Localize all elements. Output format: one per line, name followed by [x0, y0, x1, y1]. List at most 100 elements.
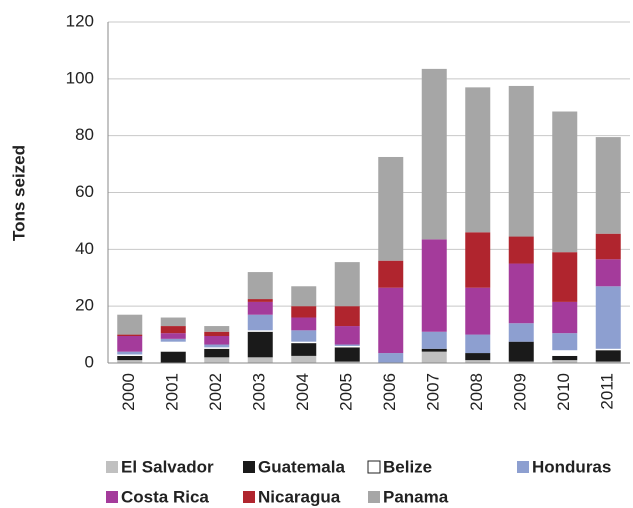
legend-label: El Salvador — [121, 457, 214, 476]
bar-segment — [117, 314, 143, 335]
bar-segment — [160, 338, 186, 342]
y-tick-label: 80 — [75, 125, 94, 144]
legend-label: Belize — [383, 457, 432, 476]
bar-segment — [465, 353, 491, 361]
bar-segment — [552, 252, 578, 302]
x-tick-label: 2002 — [206, 373, 225, 411]
legend-swatch — [367, 460, 381, 474]
bar-segment — [247, 330, 273, 332]
legend-label: Honduras — [532, 457, 611, 476]
legend-swatch — [517, 461, 529, 473]
bar-segment — [291, 355, 317, 363]
legend-label: Guatemala — [258, 457, 345, 476]
x-tick-label: 2000 — [119, 373, 138, 411]
bar-segment — [204, 336, 230, 345]
bar-segment — [595, 286, 621, 349]
x-tick-label: 2007 — [424, 373, 443, 411]
bar-segment — [552, 355, 578, 361]
bar-segment — [247, 299, 273, 302]
x-tick-label: 2008 — [467, 373, 486, 411]
bar-segment — [204, 344, 230, 348]
bar-segment — [334, 344, 360, 346]
bar-segment — [334, 345, 360, 348]
legend-swatch — [106, 461, 118, 473]
bar-segment — [334, 347, 360, 362]
bar-segment — [117, 334, 143, 337]
bar-segment — [160, 333, 186, 339]
bar-segment — [247, 314, 273, 331]
bar-segment — [552, 350, 578, 356]
bar-segment — [291, 286, 317, 307]
legend-label: Nicaragua — [258, 487, 341, 506]
bar-segment — [291, 341, 317, 344]
bar-segment — [552, 301, 578, 334]
bar-segment — [247, 301, 273, 315]
bar-segment — [334, 361, 360, 363]
x-tick-label: 2010 — [554, 373, 573, 411]
bar-segment — [334, 306, 360, 327]
x-tick-label: 2003 — [250, 373, 269, 411]
bar-segment — [508, 263, 534, 324]
bar-segment — [508, 361, 534, 363]
bar-segment — [247, 331, 273, 358]
bar-segment — [291, 330, 317, 342]
bar-segment — [378, 260, 404, 288]
y-tick-label: 100 — [66, 68, 94, 87]
bar-segment — [508, 236, 534, 264]
bar-segment — [160, 341, 186, 352]
bar-segment — [160, 317, 186, 327]
bar-segment — [378, 353, 404, 363]
x-tick-label: 2001 — [163, 373, 182, 411]
bar-segment — [595, 361, 621, 363]
bar-segment — [508, 85, 534, 237]
x-tick-label: 2004 — [293, 373, 312, 411]
bar-segment — [291, 317, 317, 331]
legend-swatch — [243, 491, 255, 503]
y-tick-label: 40 — [75, 239, 94, 258]
x-tick-label: 2005 — [337, 373, 356, 411]
bar-segment — [421, 351, 447, 363]
bar-segment — [552, 333, 578, 351]
bar-segment — [334, 262, 360, 307]
y-axis-label: Tons seized — [9, 145, 28, 241]
bar-segment — [204, 357, 230, 363]
bar-segment — [378, 287, 404, 354]
legend: El Salvador Guatemala Belize Honduras Costa … — [106, 457, 611, 506]
bar-segment — [117, 351, 143, 355]
bar-segment — [247, 357, 273, 363]
bar-segment — [421, 331, 447, 349]
bar-segment — [465, 287, 491, 335]
bar-segment — [421, 68, 447, 240]
bar-segment — [508, 323, 534, 342]
y-tick-label: 60 — [75, 182, 94, 201]
bar-segment — [508, 341, 534, 362]
legend-label: Panama — [383, 487, 449, 506]
bar-segment — [117, 355, 143, 361]
y-tick-label: 120 — [66, 11, 94, 30]
bar-segment — [595, 348, 621, 351]
bar-segment — [595, 350, 621, 362]
bar-segment — [465, 360, 491, 363]
bar-segment — [378, 156, 404, 261]
x-tick-label: 2011 — [598, 373, 617, 410]
bar-segment — [291, 343, 317, 356]
bar-segment — [247, 272, 273, 300]
legend-swatch — [368, 491, 380, 503]
bar-segment — [160, 351, 186, 363]
bar-segment — [204, 347, 230, 349]
x-tick-label: 2006 — [380, 373, 399, 411]
bar-segment — [595, 233, 621, 260]
y-tick-label: 0 — [85, 352, 94, 371]
bar-segment — [117, 360, 143, 363]
y-tick-label: 20 — [75, 296, 94, 315]
bar-segment — [552, 111, 578, 253]
bar-segment — [204, 348, 230, 358]
bar-segment — [204, 326, 230, 332]
bar-segment — [160, 326, 186, 334]
bar-segment — [595, 137, 621, 234]
bar-segment — [465, 87, 491, 233]
bar-segment — [117, 336, 143, 352]
legend-swatch — [243, 461, 255, 473]
bar-segment — [552, 360, 578, 363]
bar-segment — [334, 326, 360, 345]
